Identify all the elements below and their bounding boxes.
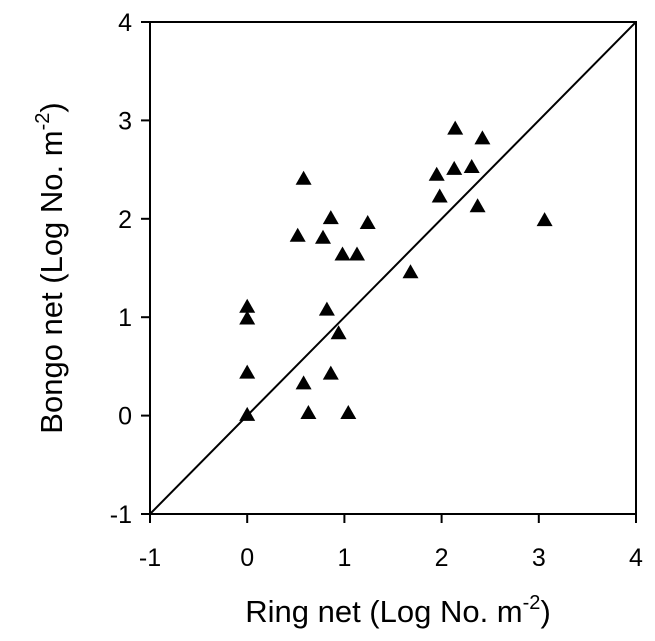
x-tick-label: 0 bbox=[240, 544, 254, 572]
data-point bbox=[349, 246, 365, 261]
axis-ticks bbox=[141, 21, 637, 523]
data-point bbox=[289, 227, 306, 242]
axis-tick-labels: -1 0 1 2 3 4 -1 0 1 2 3 4 bbox=[110, 9, 643, 572]
data-point bbox=[359, 215, 376, 229]
x-tick-label: 2 bbox=[435, 544, 449, 572]
data-point bbox=[402, 264, 419, 279]
data-point bbox=[334, 246, 351, 261]
y-tick-label: 1 bbox=[118, 304, 132, 332]
reference-line bbox=[149, 21, 637, 515]
data-point bbox=[431, 188, 448, 203]
y-tick-label: -1 bbox=[110, 501, 132, 529]
data-point bbox=[340, 405, 357, 419]
x-tick-label: 3 bbox=[532, 544, 546, 572]
data-point bbox=[295, 375, 312, 390]
data-point bbox=[469, 198, 486, 213]
x-tick-label: 4 bbox=[629, 544, 643, 572]
data-point bbox=[239, 406, 256, 421]
data-point bbox=[428, 166, 445, 181]
data-point bbox=[295, 170, 312, 185]
data-point bbox=[318, 301, 335, 316]
x-tick-label: 1 bbox=[337, 544, 351, 572]
y-tick-label: 4 bbox=[118, 9, 132, 37]
data-point bbox=[322, 210, 339, 225]
data-point bbox=[463, 159, 480, 173]
data-point bbox=[300, 405, 317, 419]
y-axis-title: Bongo net (Log No. m-2) bbox=[32, 102, 69, 433]
data-point bbox=[239, 364, 256, 379]
data-point bbox=[239, 298, 256, 313]
y-tick-label: 2 bbox=[118, 206, 132, 234]
data-point bbox=[330, 325, 347, 340]
x-axis-title: Ring net (Log No. m-2) bbox=[245, 592, 551, 629]
x-tick-label: -1 bbox=[139, 544, 161, 572]
data-point bbox=[322, 365, 339, 380]
data-point bbox=[536, 212, 553, 227]
data-point bbox=[474, 130, 491, 145]
plot-frame bbox=[149, 21, 637, 515]
data-point bbox=[239, 310, 256, 325]
y-tick-label: 3 bbox=[118, 107, 132, 135]
data-points bbox=[239, 120, 553, 421]
data-point bbox=[315, 229, 331, 244]
y-tick-label: 0 bbox=[118, 403, 132, 431]
data-point bbox=[447, 120, 464, 135]
data-point bbox=[446, 160, 463, 175]
